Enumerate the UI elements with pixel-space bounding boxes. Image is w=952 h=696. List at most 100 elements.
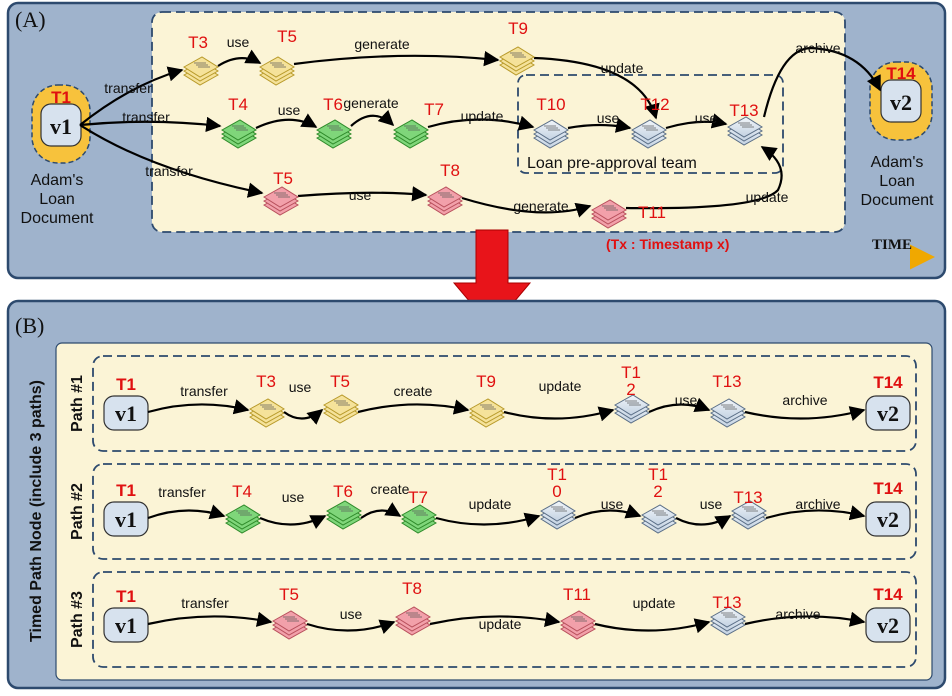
time-t12: T12 xyxy=(640,95,669,114)
edge-label-5: archive xyxy=(775,606,820,622)
start-time: T1 xyxy=(116,375,136,394)
edge-label-6: use xyxy=(700,496,723,512)
end-time: T14 xyxy=(886,64,916,83)
edge-update_9_12 xyxy=(533,56,660,120)
edge-update_7_10 xyxy=(427,115,535,131)
activity-4 xyxy=(710,606,746,636)
path-label: Path #2 xyxy=(69,483,86,540)
start-node-box xyxy=(103,501,149,537)
edge-use_4_6 xyxy=(255,113,318,129)
edge-label-2: use xyxy=(340,606,363,622)
edge-label-use_10_12: use xyxy=(597,110,620,126)
edge-label-archive: archive xyxy=(795,40,840,56)
end-caption-2: Loan xyxy=(879,173,915,190)
edge-label-use_5_8: use xyxy=(349,187,372,203)
loan-team-label: Loan pre-approval team xyxy=(527,155,697,172)
edge-label-use_3_5: use xyxy=(227,34,250,50)
timestamp-note: (Tx : Timestamp x) xyxy=(606,236,729,252)
panel-b-paths: Path #1 v1 T1 v2 T14 T3 T5 T9 T1 2 T13 transfer use c… xyxy=(69,355,917,668)
edge-use_12_13 xyxy=(665,113,728,130)
activity-t4 xyxy=(221,119,257,149)
time-5: T13 xyxy=(712,372,741,391)
edge-2 xyxy=(306,619,396,635)
activity-t5b xyxy=(263,186,299,216)
activity-t9 xyxy=(499,46,535,76)
edge-3 xyxy=(357,399,470,415)
activity-t7 xyxy=(393,119,429,149)
time-t3: T3 xyxy=(188,33,208,52)
time-2: T5 xyxy=(330,372,350,391)
time-t5a: T5 xyxy=(277,27,297,46)
end-node-box xyxy=(865,395,911,431)
time-t10: T10 xyxy=(536,95,565,114)
edge-label-generate_6_7: generate xyxy=(343,95,398,111)
end-entity: T14 v2 xyxy=(869,61,933,141)
edge-label-update_11_13: update xyxy=(746,189,789,205)
edge-1 xyxy=(147,399,250,415)
edge-use_5_8 xyxy=(297,186,428,202)
edge-label-4: update xyxy=(469,496,512,512)
edge-label-transfer3: transfer xyxy=(145,163,193,179)
path-label: Path #1 xyxy=(69,375,86,432)
start-node: v1 xyxy=(115,401,137,426)
edge-generate_8_11 xyxy=(461,196,592,218)
time-3: T7 xyxy=(408,488,428,507)
edge-label-1: transfer xyxy=(158,484,206,500)
edge-4 xyxy=(594,618,711,634)
time-5: T1 2 xyxy=(648,465,668,501)
edge-label-5: use xyxy=(601,496,624,512)
activity-t8 xyxy=(427,186,463,216)
edge-2 xyxy=(259,515,327,530)
time-t11: T11 xyxy=(638,203,666,222)
end-time: T14 xyxy=(873,585,903,604)
edge-label-update_9_12: update xyxy=(601,60,644,76)
path-box xyxy=(92,463,917,560)
edge-label-3: create xyxy=(394,383,433,399)
edge-label-7: archive xyxy=(795,496,840,512)
edge-label-use_12_13: use xyxy=(695,110,718,126)
time-t6: T6 xyxy=(323,95,343,114)
activity-t11 xyxy=(591,199,627,229)
time-1: T3 xyxy=(256,372,276,391)
edge-label-3: update xyxy=(479,616,522,632)
start-time: T1 xyxy=(51,88,71,107)
start-node-box xyxy=(103,607,149,643)
time-t13: T13 xyxy=(729,101,758,120)
edge-5 xyxy=(648,397,711,413)
edge-generate_6_7 xyxy=(350,109,395,127)
edge-7 xyxy=(765,505,866,521)
edge-use_3_5 xyxy=(217,49,262,67)
start-caption-1: Adam's xyxy=(31,172,84,189)
time-3: T11 xyxy=(563,585,591,604)
start-entity: T1 v1 xyxy=(31,84,91,164)
start-caption-3: Document xyxy=(21,210,94,227)
timed-path-node-label: Timed Path Node (include 3 paths) xyxy=(28,380,45,642)
start-time: T1 xyxy=(116,587,136,606)
end-time: T14 xyxy=(873,479,903,498)
activity-2 xyxy=(395,606,431,636)
activity-t13 xyxy=(727,116,763,146)
panel-a-letter: (A) xyxy=(15,7,46,32)
activity-6 xyxy=(731,500,767,530)
path-box xyxy=(92,355,917,452)
path-label: Path #3 xyxy=(69,591,86,648)
activity-1 xyxy=(272,610,308,640)
panel-a-activities: T3 T5 T9 T4 T6 T7 T10 T12 T13 T5 T8 T11 xyxy=(183,19,763,229)
path-3: Path #3 v1 T1 v2 T14 T5 T8 T11 T13 transfer use upd… xyxy=(69,571,917,668)
edge-label-6: archive xyxy=(782,392,827,408)
time-2: T8 xyxy=(402,579,422,598)
end-node: v2 xyxy=(890,90,912,115)
activity-3 xyxy=(401,504,437,534)
edge-label-use_4_6: use xyxy=(278,102,301,118)
edge-2 xyxy=(283,409,324,425)
start-time: T1 xyxy=(116,481,136,500)
panel-b-letter: (B) xyxy=(15,313,44,338)
edge-6 xyxy=(675,515,732,530)
start-node: v1 xyxy=(115,507,137,532)
end-node: v2 xyxy=(877,613,899,638)
time-1: T4 xyxy=(232,482,252,501)
edge-5 xyxy=(574,503,642,520)
edge-archive xyxy=(762,46,881,118)
